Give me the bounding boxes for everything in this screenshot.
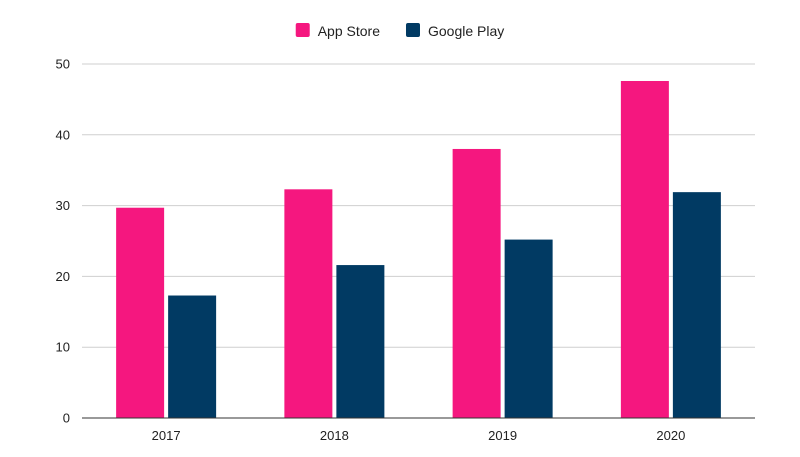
y-tick-label: 10 xyxy=(56,340,70,355)
bar-app-store-2018 xyxy=(284,189,333,418)
bar-google-play-2018 xyxy=(336,265,385,418)
legend: App Store Google Play xyxy=(295,23,504,39)
bar-google-play-2017 xyxy=(168,295,217,418)
y-tick-label: 50 xyxy=(56,57,70,72)
bar-app-store-2017 xyxy=(116,207,165,418)
x-axis-ticks: 2017 2018 2019 2020 xyxy=(152,428,686,443)
y-tick-label: 30 xyxy=(56,198,70,213)
legend-swatch-google-play xyxy=(405,23,420,37)
x-tick-label: 2019 xyxy=(488,428,517,443)
x-tick-label: 2018 xyxy=(320,428,349,443)
y-tick-label: 0 xyxy=(63,411,70,426)
bar-google-play-2019 xyxy=(504,239,553,418)
bars xyxy=(116,80,721,418)
legend-label: App Store xyxy=(318,23,380,39)
bar-app-store-2019 xyxy=(452,148,501,418)
bar-app-store-2020 xyxy=(620,80,669,418)
bar-google-play-2020 xyxy=(672,192,721,418)
x-tick-label: 2017 xyxy=(152,428,181,443)
legend-swatch-app-store xyxy=(295,23,310,37)
y-tick-label: 20 xyxy=(56,269,70,284)
legend-label: Google Play xyxy=(428,23,504,39)
x-tick-label: 2020 xyxy=(656,428,685,443)
y-axis-ticks: 0 10 20 30 40 50 xyxy=(56,57,70,426)
y-tick-label: 40 xyxy=(56,127,70,142)
